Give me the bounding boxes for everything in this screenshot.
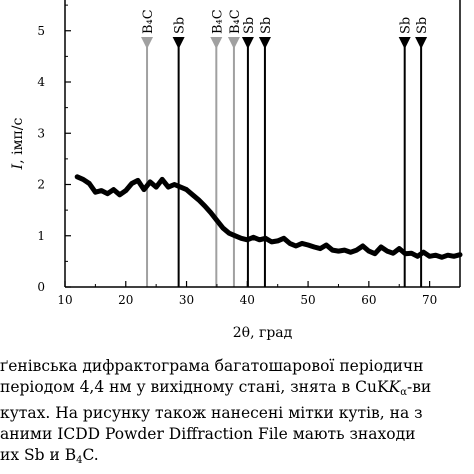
caption-line-4: аними ICDD Powder Diffraction File мають… — [0, 425, 416, 443]
axes: 10 20 30 40 50 60 70 0 1 2 3 4 5 — [37, 0, 461, 307]
marker-label-5: Sb — [259, 17, 274, 34]
x-tick-label-2: 30 — [179, 293, 194, 307]
x-tick-label-3: 40 — [240, 293, 255, 307]
x-tick-label-1: 20 — [118, 293, 133, 307]
marker-label-6: Sb — [399, 17, 414, 34]
marker-label-4: Sb — [242, 17, 257, 34]
marker-triangle-5 — [258, 37, 271, 49]
marker-triangle-4 — [241, 37, 254, 49]
marker-label-7: Sb — [415, 17, 430, 34]
x-tick-label-4: 50 — [300, 293, 315, 307]
figure-caption: ґенівська дифрактограма багатошарової пе… — [0, 356, 474, 474]
y-axis-title: I, імп/с — [10, 117, 26, 170]
series-layer — [74, 174, 463, 260]
marker-triangle-1 — [172, 37, 185, 49]
y-tick-label-3: 3 — [37, 126, 45, 140]
y-tick-label-2: 2 — [37, 178, 45, 192]
caption-line-1: ґенівська дифрактограма багатошарової пе… — [0, 357, 424, 375]
x-tick-label-6: 70 — [422, 293, 437, 307]
series-line-0 — [74, 174, 463, 260]
marker-label-2: B₄C — [210, 9, 225, 34]
marker-triangle-6 — [398, 37, 411, 49]
marker-label-0: B₄C — [141, 9, 156, 34]
marker-label-1: Sb — [173, 17, 188, 34]
x-axis-title: 2θ, град — [233, 325, 293, 341]
marker-triangle-7 — [415, 37, 428, 49]
caption-line-5: их Sb и B4C. — [0, 446, 99, 466]
y-tick-label-1: 1 — [37, 229, 45, 243]
caption-line-2: періодом 4,4 нм у вихідному стані, знята… — [0, 378, 432, 398]
x-tick-label-0: 10 — [57, 293, 72, 307]
marker-label-3: B₄C — [228, 9, 243, 34]
caption-line-3: кутах. На рисунку також нанесені мітки к… — [0, 404, 423, 422]
marker-triangle-2 — [210, 37, 223, 49]
marker-triangle-3 — [227, 37, 240, 49]
y-tick-label-5: 5 — [37, 24, 45, 38]
x-tick-label-5: 60 — [361, 293, 376, 307]
y-tick-label-0: 0 — [37, 280, 45, 294]
marker-triangle-0 — [141, 37, 154, 49]
y-tick-label-4: 4 — [37, 75, 45, 89]
